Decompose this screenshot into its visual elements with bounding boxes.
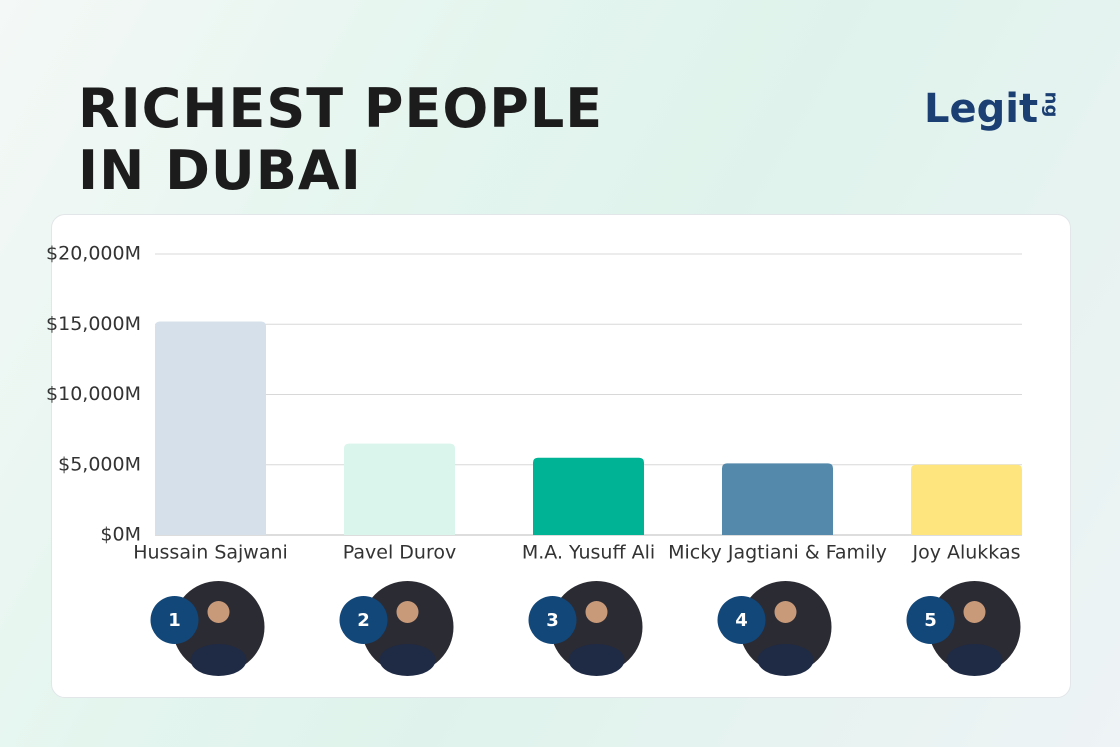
y-tick-label: $0M	[100, 524, 141, 546]
photo-face	[396, 601, 419, 623]
photo-person	[757, 644, 814, 676]
photo	[928, 581, 1021, 673]
rank-number: 4	[735, 610, 748, 631]
rank-number: 5	[924, 610, 937, 631]
rank-badge	[339, 596, 388, 644]
bar	[911, 464, 1022, 535]
photo	[739, 581, 832, 673]
x-tick-label: Micky Jagtiani & Family	[668, 542, 887, 564]
rank-badge	[528, 596, 577, 644]
x-tick-label: Pavel Durov	[343, 542, 456, 564]
rank-badge	[717, 596, 766, 644]
x-tick-label: Joy Alukkas	[911, 542, 1020, 564]
bar	[155, 321, 266, 535]
y-tick-label: $5,000M	[58, 453, 141, 475]
photo-person	[568, 644, 625, 676]
photo	[172, 581, 265, 673]
y-tick-label: $20,000M	[46, 243, 141, 265]
bar	[344, 443, 455, 535]
bar	[533, 457, 644, 535]
y-tick-label: $10,000M	[46, 383, 141, 405]
logo-text: Legit	[924, 86, 1039, 132]
bar	[722, 463, 833, 535]
photo-face	[963, 601, 986, 623]
photo-face	[774, 601, 797, 623]
photo-face	[585, 601, 608, 623]
y-tick-label: $15,000M	[46, 313, 141, 335]
title: RICHEST PEOPLE IN DUBAI	[78, 77, 604, 202]
photo-person	[379, 644, 436, 676]
x-tick-label: Hussain Sajwani	[133, 542, 288, 564]
logo: Legit ng	[924, 86, 1064, 136]
rank-number: 3	[546, 610, 559, 631]
photo-person	[946, 644, 1003, 676]
rank-number: 2	[357, 610, 370, 631]
photo	[361, 581, 454, 673]
rank-badge	[906, 596, 955, 644]
x-tick-label: M.A. Yusuff Ali	[522, 542, 655, 564]
rank-badge	[150, 596, 199, 644]
photo-face	[207, 601, 230, 623]
rank-number: 1	[168, 610, 181, 631]
photo	[550, 581, 643, 673]
photo-person	[190, 644, 247, 676]
